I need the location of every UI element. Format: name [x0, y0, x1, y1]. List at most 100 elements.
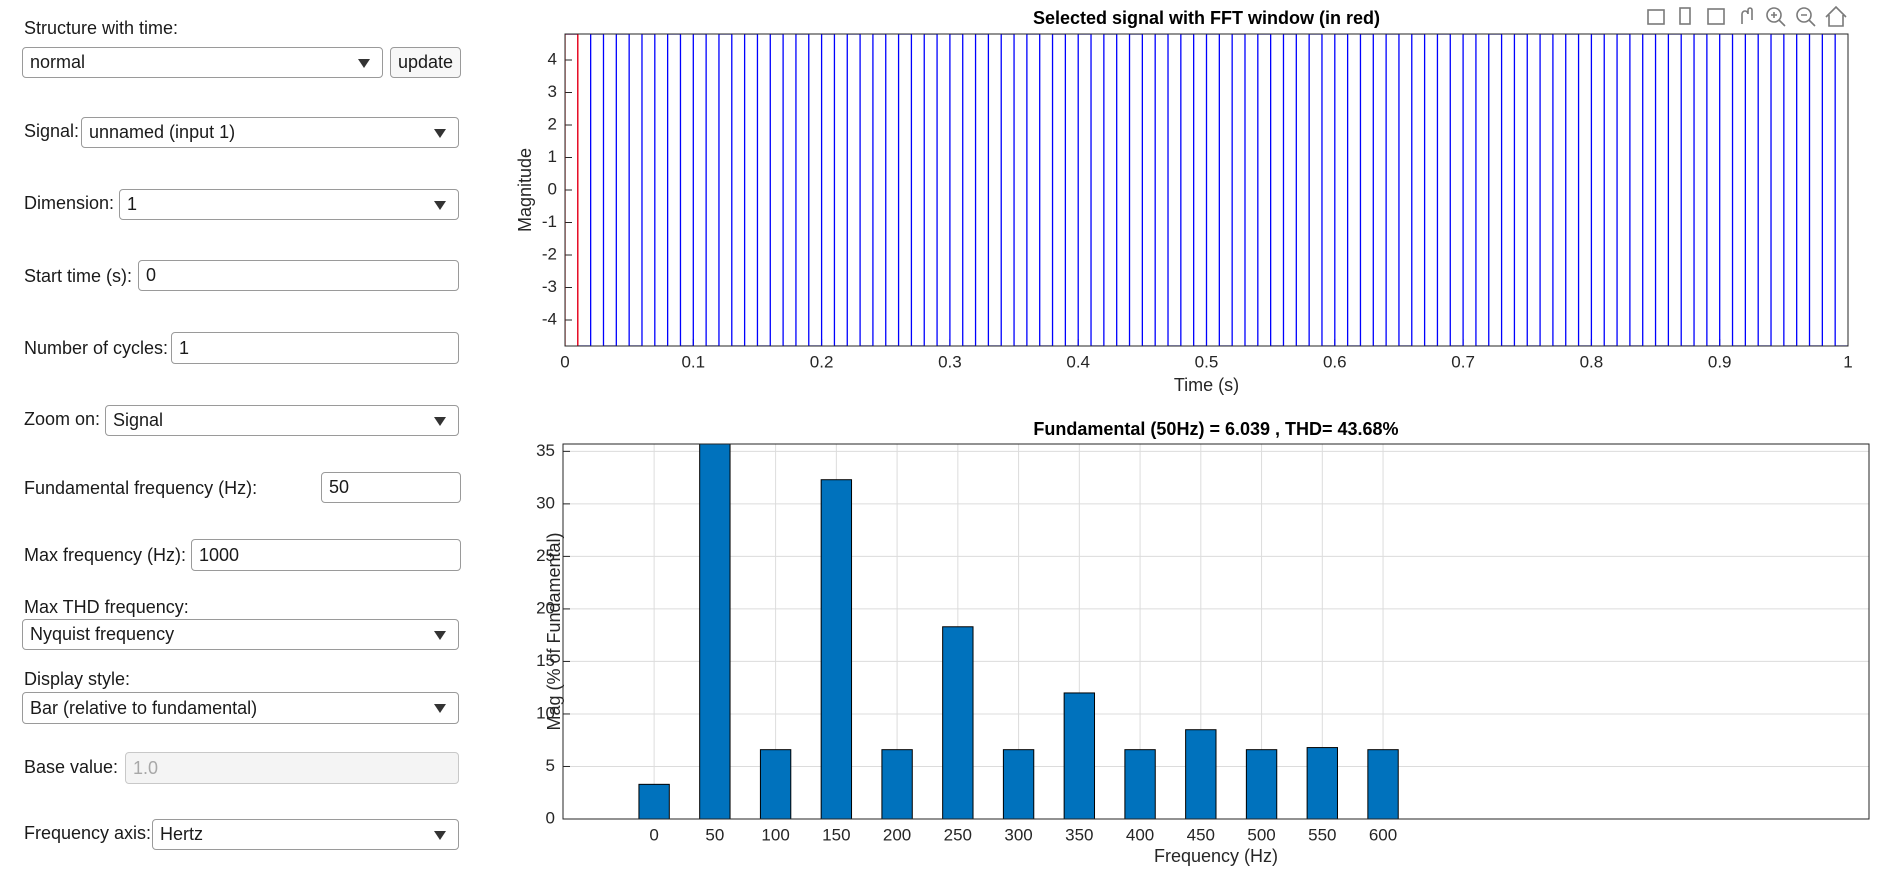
zoom-out-icon[interactable]	[1796, 7, 1812, 23]
dropdown[interactable]: Bar (relative to fundamental)	[22, 692, 459, 724]
dropdown[interactable]: Signal	[105, 405, 459, 436]
axes-box	[564, 33, 1849, 347]
home-icon[interactable]	[1825, 5, 1847, 27]
tool-icon[interactable]	[1647, 9, 1665, 25]
x-tick-label: 200	[883, 825, 911, 844]
bar	[699, 444, 731, 819]
x-tick-label: 400	[1126, 825, 1154, 844]
y-tick-label: 1	[548, 147, 557, 166]
dropdown[interactable]: 1	[119, 189, 459, 220]
bar	[1367, 749, 1399, 819]
zoom-in-glyph	[1771, 12, 1786, 27]
y-tick-label: -4	[542, 309, 557, 328]
bar	[1185, 729, 1217, 819]
dropdown[interactable]: Hertz	[152, 819, 459, 850]
x-tick-label: 500	[1247, 825, 1275, 844]
label: Max frequency (Hz):	[24, 545, 187, 565]
tool-icon[interactable]	[1707, 8, 1725, 25]
y-tick-label: 20	[536, 598, 555, 617]
button-label: update	[397, 52, 454, 72]
value: 50	[329, 477, 350, 497]
bar	[1063, 692, 1096, 819]
x-axis-label: Frequency (Hz)	[1154, 846, 1278, 866]
x-tick-label: 0.8	[1580, 352, 1604, 371]
x-tick-label: 100	[761, 825, 789, 844]
value: normal	[30, 52, 86, 72]
y-tick-label: 0	[546, 808, 555, 827]
signal-line	[565, 34, 579, 346]
y-tick-label: 35	[536, 441, 555, 460]
chart-title: Selected signal with FFT window (in red)	[1033, 8, 1380, 28]
label: Max THD frequency:	[24, 597, 189, 617]
label: Fundamental frequency (Hz):	[24, 478, 258, 498]
value: 1000	[199, 544, 240, 565]
dropdown[interactable]: unnamed (input 1)	[81, 117, 459, 148]
value: 1.0	[133, 757, 159, 778]
plot-content	[638, 444, 1399, 819]
value: 1	[127, 194, 138, 214]
x-tick-label: 0.5	[1195, 352, 1219, 371]
value: unnamed (input 1)	[89, 122, 236, 142]
x-tick-label: 600	[1369, 825, 1397, 844]
x-tick-label: 1	[1843, 352, 1852, 371]
plot-content	[565, 34, 1848, 346]
bar	[759, 749, 792, 819]
x-tick-label: 0.4	[1066, 352, 1090, 371]
y-axis-label: Magnitude	[515, 148, 535, 232]
plot-area	[563, 444, 1869, 819]
x-tick-label: 250	[944, 825, 972, 844]
y-tick-label: 0	[548, 179, 557, 198]
x-tick-label: 150	[822, 825, 850, 844]
bar	[638, 783, 670, 819]
y-tick-label: 30	[536, 493, 555, 512]
value: 0	[146, 265, 157, 285]
y-tick-label: 5	[546, 756, 555, 775]
x-tick-label: 450	[1187, 825, 1215, 844]
y-axis-label: Mag (% of Fundamental)	[544, 532, 564, 730]
label: Dimension:	[24, 193, 115, 213]
y-tick-label: 3	[548, 82, 557, 101]
x-tick-label: 300	[1004, 825, 1032, 844]
label: Start time (s):	[24, 266, 133, 286]
label: Display style:	[24, 669, 131, 689]
x-tick-label: 0.9	[1708, 352, 1732, 371]
y-tick-label: 2	[548, 114, 557, 133]
text-field: 1.0	[125, 752, 459, 784]
y-tick-label: 4	[548, 49, 557, 68]
button[interactable]: update	[390, 47, 461, 78]
text-field[interactable]: 0	[138, 260, 459, 291]
text-field[interactable]: 1	[171, 332, 459, 364]
value: Nyquist frequency	[30, 624, 175, 644]
x-tick-label: 0	[649, 825, 658, 844]
x-tick-label: 50	[705, 825, 724, 844]
x-tick-label: 0.3	[938, 352, 962, 371]
axes-toolbar[interactable]	[1647, 5, 1847, 27]
y-tick-label: -1	[542, 212, 557, 231]
x-tick-label: 0	[560, 352, 569, 371]
label: Frequency axis:	[24, 823, 152, 843]
x-tick-label: 0.2	[810, 352, 834, 371]
dropdown[interactable]: Nyquist frequency	[22, 619, 459, 650]
zoom-in-icon[interactable]	[1766, 7, 1782, 23]
zoom-out-glyph	[1801, 14, 1816, 27]
y-tick-label: 15	[536, 651, 555, 670]
label: Base value:	[24, 757, 119, 777]
label: Zoom on:	[24, 409, 101, 429]
pan-icon[interactable]	[1741, 7, 1753, 24]
text-field[interactable]: 1000	[191, 539, 461, 571]
text-field[interactable]: 50	[321, 472, 461, 503]
tool-icon[interactable]	[1679, 7, 1691, 25]
bar	[1245, 749, 1278, 819]
bar	[881, 749, 913, 819]
dropdown[interactable]: normal	[22, 47, 383, 78]
signal-line	[565, 34, 1848, 346]
x-tick-label: 0.1	[681, 352, 705, 371]
bar	[942, 626, 974, 819]
label: Structure with time:	[24, 18, 179, 38]
chart-title: Fundamental (50Hz) = 6.039 , THD= 43.68%	[1033, 419, 1398, 439]
value: 1	[179, 337, 190, 358]
bar	[820, 479, 853, 819]
axes-box	[562, 443, 1870, 820]
y-tick-label: 10	[536, 703, 555, 722]
